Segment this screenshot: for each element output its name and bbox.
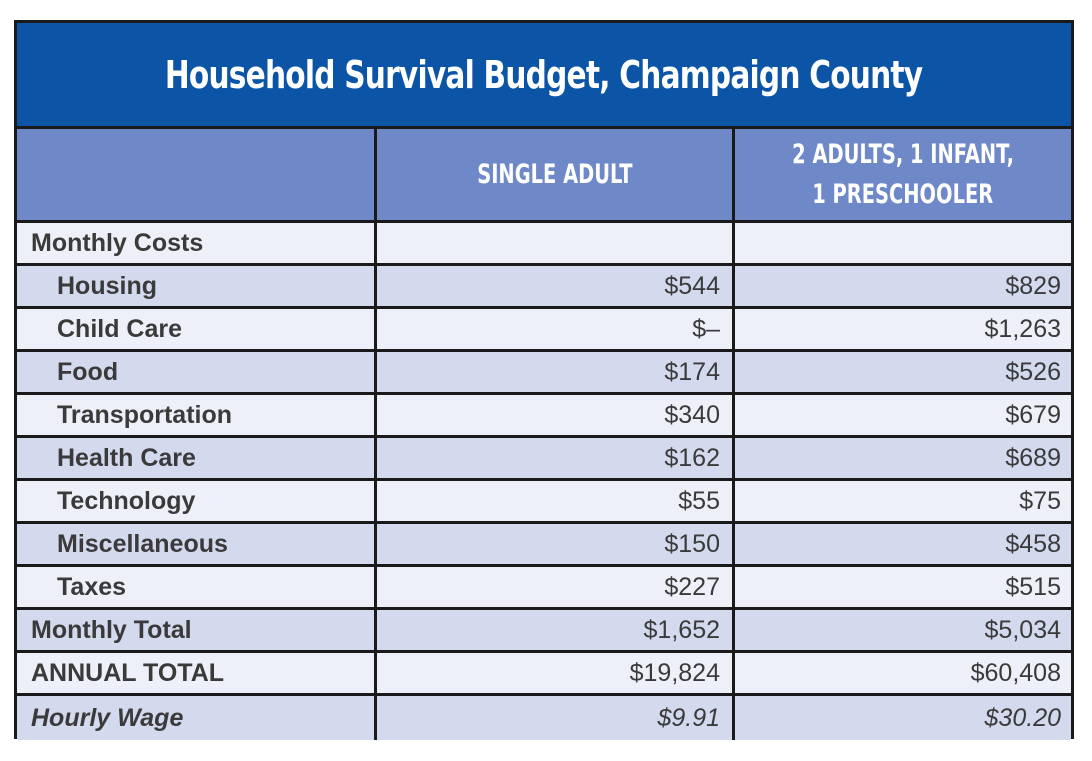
row-value-family: $75 (732, 481, 1071, 524)
row-label-monthly-total: Monthly Total (17, 610, 374, 653)
table-row: Technology $55 $75 (17, 481, 1071, 524)
header-single-adult: SINGLE ADULT (374, 126, 732, 223)
row-value-family: $1,263 (732, 309, 1071, 352)
header-row: SINGLE ADULT 2 ADULTS, 1 INFANT, 1 PRESCH… (17, 126, 1071, 223)
row-value-family: $689 (732, 438, 1071, 481)
row-value-family: $458 (732, 524, 1071, 567)
row-label-food: Food (17, 352, 374, 395)
row-value-single (374, 223, 732, 266)
row-value-family: $5,034 (732, 610, 1071, 653)
table-row: Health Care $162 $689 (17, 438, 1071, 481)
table-row: Miscellaneous $150 $458 (17, 524, 1071, 567)
row-value-single: $162 (374, 438, 732, 481)
table-row: Housing $544 $829 (17, 266, 1071, 309)
table-title-bar: Household Survival Budget, Champaign Cou… (17, 23, 1071, 126)
row-label-monthly-costs: Monthly Costs (17, 223, 374, 266)
row-label-miscellaneous: Miscellaneous (17, 524, 374, 567)
row-value-family: $526 (732, 352, 1071, 395)
header-single-adult-label: SINGLE ADULT (476, 158, 633, 190)
header-family: 2 ADULTS, 1 INFANT, 1 PRESCHOOLER (732, 126, 1071, 223)
row-label-hourly-wage: Hourly Wage (17, 696, 374, 740)
budget-table: SINGLE ADULT 2 ADULTS, 1 INFANT, 1 PRESCH… (17, 126, 1071, 740)
table-row: Child Care $– $1,263 (17, 309, 1071, 352)
table-row: Food $174 $526 (17, 352, 1071, 395)
row-value-family: $60,408 (732, 653, 1071, 696)
header-empty-cell (17, 126, 374, 223)
row-value-family (732, 223, 1071, 266)
row-value-single: $544 (374, 266, 732, 309)
row-value-single: $227 (374, 567, 732, 610)
row-label-technology: Technology (17, 481, 374, 524)
row-value-single: $174 (374, 352, 732, 395)
table-row: Monthly Total $1,652 $5,034 (17, 610, 1071, 653)
row-value-single: $9.91 (374, 696, 732, 740)
row-value-single: $19,824 (374, 653, 732, 696)
table-row: Taxes $227 $515 (17, 567, 1071, 610)
row-value-single: $55 (374, 481, 732, 524)
row-value-family: $829 (732, 266, 1071, 309)
table-row: ANNUAL TOTAL $19,824 $60,408 (17, 653, 1071, 696)
row-value-family: $679 (732, 395, 1071, 438)
table-row: Hourly Wage $9.91 $30.20 (17, 696, 1071, 740)
table-row: Transportation $340 $679 (17, 395, 1071, 438)
row-value-single: $1,652 (374, 610, 732, 653)
header-family-line1: 2 ADULTS, 1 INFANT, (792, 138, 1014, 170)
row-value-family: $30.20 (732, 696, 1071, 740)
row-label-child-care: Child Care (17, 309, 374, 352)
row-label-transportation: Transportation (17, 395, 374, 438)
table-title: Household Survival Budget, Champaign Cou… (165, 52, 923, 97)
header-family-line2: 1 PRESCHOOLER (812, 178, 994, 210)
row-value-single: $150 (374, 524, 732, 567)
budget-table-frame: Household Survival Budget, Champaign Cou… (14, 20, 1074, 740)
row-value-single: $340 (374, 395, 732, 438)
row-value-family: $515 (732, 567, 1071, 610)
row-label-health-care: Health Care (17, 438, 374, 481)
row-label-annual-total: ANNUAL TOTAL (17, 653, 374, 696)
row-label-taxes: Taxes (17, 567, 374, 610)
table-row: Monthly Costs (17, 223, 1071, 266)
row-label-housing: Housing (17, 266, 374, 309)
row-value-single: $– (374, 309, 732, 352)
